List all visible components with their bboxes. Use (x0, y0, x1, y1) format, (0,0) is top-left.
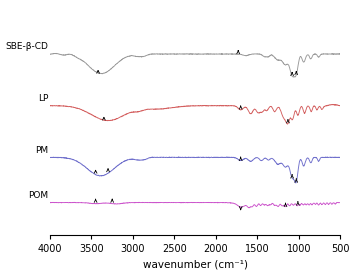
X-axis label: wavenumber (cm⁻¹): wavenumber (cm⁻¹) (143, 259, 247, 270)
Text: LP: LP (38, 94, 48, 103)
Text: POM: POM (28, 191, 48, 200)
Text: PM: PM (35, 146, 48, 155)
Text: SBE-β-CD: SBE-β-CD (5, 42, 48, 51)
